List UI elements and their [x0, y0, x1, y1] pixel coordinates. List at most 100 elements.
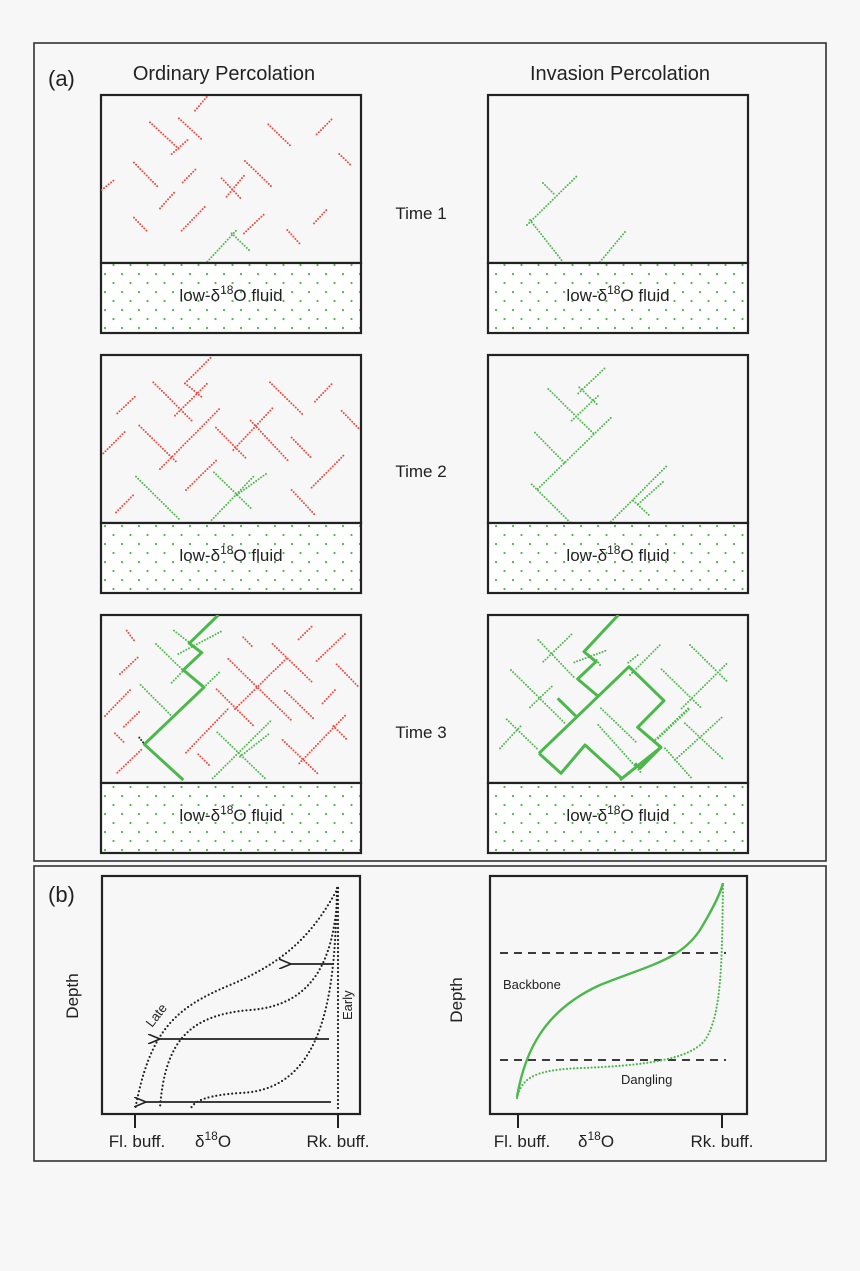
- connected-fracture: [235, 471, 270, 496]
- fractures: [102, 355, 361, 522]
- fracture-tip: [138, 736, 145, 744]
- unconnected-fracture: [197, 753, 210, 766]
- connected-fracture: [598, 230, 626, 263]
- connected-fracture: [537, 638, 576, 680]
- unconnected-fracture: [271, 642, 314, 684]
- invasion-time-2-panel: low-δ18O fluid: [486, 353, 750, 595]
- unconnected-fracture: [315, 118, 333, 136]
- unconnected-fracture: [321, 688, 336, 705]
- backbone-path: [576, 615, 620, 697]
- unconnected-fracture: [286, 228, 301, 245]
- connected-fracture: [238, 733, 270, 758]
- connected-fracture: [536, 414, 614, 490]
- unconnected-fracture: [113, 732, 126, 745]
- ordinary-time-2-panel: low-δ18O fluid: [99, 353, 363, 595]
- connected-fracture: [688, 643, 728, 682]
- dangling-label: Dangling: [621, 1072, 672, 1087]
- rock-region: [99, 613, 363, 785]
- connected-fracture: [154, 642, 184, 671]
- unconnected-fracture: [297, 625, 313, 641]
- unconnected-fracture: [338, 152, 353, 167]
- unconnected-fracture: [332, 724, 349, 741]
- connected-fracture: [542, 631, 575, 663]
- connected-fracture: [216, 731, 266, 780]
- y-axis-label: Depth: [447, 977, 466, 1022]
- y-axis-label: Depth: [63, 973, 82, 1018]
- late-curve: [133, 886, 340, 1112]
- unconnected-fracture: [158, 407, 221, 470]
- fluid-reservoir: [486, 261, 750, 335]
- connected-fracture: [533, 431, 566, 465]
- time-3-label: Time 3: [395, 723, 446, 742]
- fluid-reservoir: [99, 261, 363, 335]
- invasion-time-3-panel: low-δ18O fluid: [486, 613, 750, 855]
- unconnected-fracture: [340, 409, 361, 430]
- unconnected-fracture: [184, 708, 229, 754]
- connected-fracture: [170, 669, 185, 684]
- connected-fracture: [211, 718, 273, 780]
- unconnected-fracture: [148, 121, 181, 151]
- ordinary-depth-plot: Late Early Depth Fl. buff. Rk. buff. δ18…: [63, 874, 370, 1151]
- connected-fracture: [657, 707, 691, 740]
- fluid-label: low-δ18O fluid: [179, 803, 282, 825]
- unconnected-fracture: [298, 712, 348, 765]
- panel-a-frame: [33, 42, 827, 862]
- dangling-curve: [515, 881, 725, 1100]
- connected-fracture: [139, 683, 172, 716]
- unconnected-fracture: [283, 689, 315, 720]
- unconnected-fracture: [138, 424, 177, 463]
- backbone-curve: [515, 882, 725, 1098]
- unconnected-fracture: [315, 632, 346, 662]
- unconnected-fracture: [243, 159, 273, 188]
- fluid-label: low-δ18O fluid: [566, 543, 669, 565]
- unconnected-fracture: [232, 406, 275, 451]
- plot-box: [100, 874, 362, 1116]
- fluid-reservoir: [486, 521, 750, 595]
- unconnected-fracture: [335, 663, 360, 688]
- connected-fracture: [609, 464, 668, 523]
- x-tick-label-rk: Rk. buff.: [691, 1132, 754, 1151]
- fractures: [498, 615, 729, 782]
- unconnected-fracture: [310, 452, 346, 489]
- connected-fracture: [663, 747, 693, 780]
- unconnected-fracture: [152, 381, 194, 423]
- fractures: [101, 95, 353, 263]
- unconnected-fracture: [290, 436, 313, 460]
- connected-fracture: [637, 479, 665, 505]
- fluid-label: low-δ18O fluid: [179, 283, 282, 305]
- backbone-path: [633, 746, 663, 770]
- fluid-label: low-δ18O fluid: [566, 283, 669, 305]
- backbone-path: [537, 743, 623, 780]
- connected-fracture: [528, 683, 555, 709]
- connected-fracture: [680, 661, 729, 710]
- x-tick-label-rk: Rk. buff.: [307, 1132, 370, 1151]
- connected-fracture: [541, 181, 556, 196]
- connected-fracture: [577, 366, 607, 395]
- unconnected-fracture: [183, 355, 213, 385]
- invasion-time-1-panel: low-δ18O fluid: [486, 93, 750, 335]
- connected-fracture: [177, 629, 224, 655]
- connected-fracture: [660, 668, 703, 710]
- x-tick-label-fl: Fl. buff.: [494, 1132, 550, 1151]
- connected-fracture: [530, 483, 572, 523]
- fluid-label: low-δ18O fluid: [179, 543, 282, 565]
- unconnected-fracture: [184, 458, 218, 491]
- connected-fracture: [683, 722, 725, 761]
- unconnected-fracture: [114, 493, 135, 514]
- ordinary-time-1-panel: low-δ18O fluid: [99, 93, 363, 335]
- unconnected-fracture: [193, 95, 210, 112]
- connected-fracture: [528, 218, 564, 263]
- early-label: Early: [340, 990, 355, 1020]
- x-tick-label-fl: Fl. buff.: [109, 1132, 165, 1151]
- late-label: Late: [143, 1001, 170, 1030]
- backbone-path: [142, 615, 220, 782]
- fluid-reservoir: [486, 781, 750, 855]
- unconnected-fracture: [183, 382, 205, 400]
- unconnected-fracture: [268, 381, 305, 416]
- rock-region: [486, 93, 750, 265]
- unconnected-fracture: [132, 161, 160, 189]
- unconnected-fracture: [122, 710, 141, 728]
- fractures: [525, 173, 626, 263]
- connected-fracture: [597, 723, 643, 775]
- unconnected-fracture: [170, 138, 190, 155]
